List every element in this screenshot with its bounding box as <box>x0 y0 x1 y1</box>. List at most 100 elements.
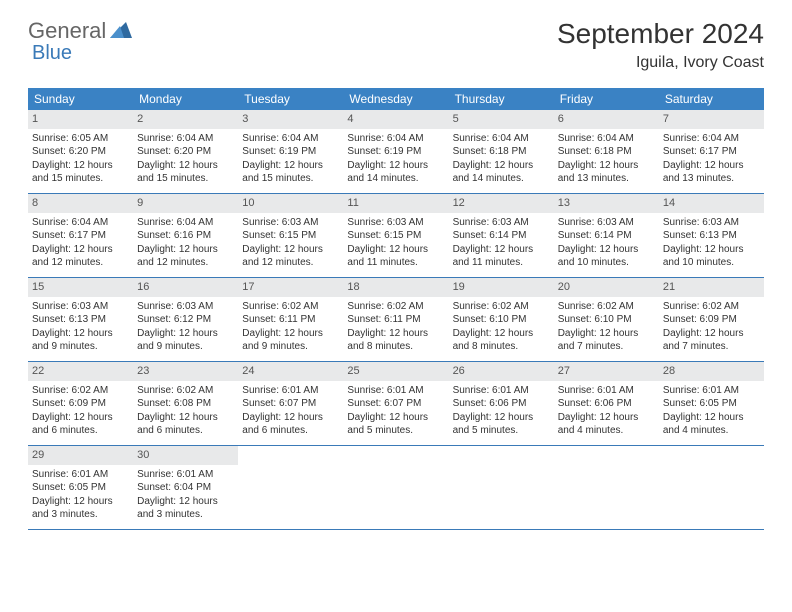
month-title: September 2024 <box>557 18 764 50</box>
weeks-container: 1Sunrise: 6:05 AMSunset: 6:20 PMDaylight… <box>28 110 764 530</box>
sunset-text: Sunset: 6:06 PM <box>558 397 655 411</box>
daylight-text: Daylight: 12 hours and 9 minutes. <box>137 327 234 354</box>
weekday-header: Friday <box>554 88 659 110</box>
week-row: 1Sunrise: 6:05 AMSunset: 6:20 PMDaylight… <box>28 110 764 194</box>
day-cell: 8Sunrise: 6:04 AMSunset: 6:17 PMDaylight… <box>28 194 133 277</box>
sunrise-text: Sunrise: 6:04 AM <box>663 132 760 146</box>
day-cell: 3Sunrise: 6:04 AMSunset: 6:19 PMDaylight… <box>238 110 343 193</box>
day-cell: 20Sunrise: 6:02 AMSunset: 6:10 PMDayligh… <box>554 278 659 361</box>
day-number: 4 <box>343 110 448 129</box>
day-cell: . <box>554 446 659 529</box>
daylight-text: Daylight: 12 hours and 4 minutes. <box>663 411 760 438</box>
sunset-text: Sunset: 6:14 PM <box>558 229 655 243</box>
sunrise-text: Sunrise: 6:02 AM <box>453 300 550 314</box>
sunrise-text: Sunrise: 6:01 AM <box>347 384 444 398</box>
day-cell: 10Sunrise: 6:03 AMSunset: 6:15 PMDayligh… <box>238 194 343 277</box>
sunset-text: Sunset: 6:16 PM <box>137 229 234 243</box>
daylight-text: Daylight: 12 hours and 8 minutes. <box>347 327 444 354</box>
day-cell: 6Sunrise: 6:04 AMSunset: 6:18 PMDaylight… <box>554 110 659 193</box>
day-number: 15 <box>28 278 133 297</box>
sunset-text: Sunset: 6:15 PM <box>347 229 444 243</box>
daylight-text: Daylight: 12 hours and 5 minutes. <box>453 411 550 438</box>
weekday-header: Monday <box>133 88 238 110</box>
day-number: 12 <box>449 194 554 213</box>
day-number: 14 <box>659 194 764 213</box>
sunset-text: Sunset: 6:07 PM <box>347 397 444 411</box>
sunrise-text: Sunrise: 6:04 AM <box>453 132 550 146</box>
sunrise-text: Sunrise: 6:05 AM <box>32 132 129 146</box>
sunrise-text: Sunrise: 6:01 AM <box>137 468 234 482</box>
day-cell: 28Sunrise: 6:01 AMSunset: 6:05 PMDayligh… <box>659 362 764 445</box>
day-cell: 17Sunrise: 6:02 AMSunset: 6:11 PMDayligh… <box>238 278 343 361</box>
daylight-text: Daylight: 12 hours and 12 minutes. <box>242 243 339 270</box>
sunrise-text: Sunrise: 6:01 AM <box>558 384 655 398</box>
sunset-text: Sunset: 6:04 PM <box>137 481 234 495</box>
weekday-header: Tuesday <box>238 88 343 110</box>
day-number: 21 <box>659 278 764 297</box>
daylight-text: Daylight: 12 hours and 7 minutes. <box>663 327 760 354</box>
weekday-header: Saturday <box>659 88 764 110</box>
week-row: 29Sunrise: 6:01 AMSunset: 6:05 PMDayligh… <box>28 446 764 530</box>
weekday-header: Sunday <box>28 88 133 110</box>
day-number: 30 <box>133 446 238 465</box>
sunset-text: Sunset: 6:10 PM <box>558 313 655 327</box>
week-row: 15Sunrise: 6:03 AMSunset: 6:13 PMDayligh… <box>28 278 764 362</box>
calendar: SundayMondayTuesdayWednesdayThursdayFrid… <box>28 88 764 530</box>
sunrise-text: Sunrise: 6:03 AM <box>558 216 655 230</box>
day-cell: . <box>449 446 554 529</box>
sunset-text: Sunset: 6:05 PM <box>32 481 129 495</box>
day-cell: 22Sunrise: 6:02 AMSunset: 6:09 PMDayligh… <box>28 362 133 445</box>
day-number: 16 <box>133 278 238 297</box>
day-cell: 29 Sunrise: 6:01 AMSunset: 6:05 PMDayligh… <box>28 446 133 529</box>
daylight-text: Daylight: 12 hours and 14 minutes. <box>347 159 444 186</box>
sunrise-text: Sunrise: 6:01 AM <box>453 384 550 398</box>
day-number: 26 <box>449 362 554 381</box>
daylight-text: Daylight: 12 hours and 6 minutes. <box>137 411 234 438</box>
daylight-text: Daylight: 12 hours and 6 minutes. <box>242 411 339 438</box>
day-cell: . <box>238 446 343 529</box>
sunset-text: Sunset: 6:06 PM <box>453 397 550 411</box>
daylight-text: Daylight: 12 hours and 3 minutes. <box>32 495 129 522</box>
daylight-text: Daylight: 12 hours and 14 minutes. <box>453 159 550 186</box>
sunrise-text: Sunrise: 6:02 AM <box>347 300 444 314</box>
daylight-text: Daylight: 12 hours and 5 minutes. <box>347 411 444 438</box>
day-cell: 30Sunrise: 6:01 AMSunset: 6:04 PMDayligh… <box>133 446 238 529</box>
sunset-text: Sunset: 6:20 PM <box>137 145 234 159</box>
day-number: 11 <box>343 194 448 213</box>
sunset-text: Sunset: 6:20 PM <box>32 145 129 159</box>
daylight-text: Daylight: 12 hours and 9 minutes. <box>242 327 339 354</box>
sunrise-text: Sunrise: 6:04 AM <box>32 216 129 230</box>
day-number: 27 <box>554 362 659 381</box>
daylight-text: Daylight: 12 hours and 12 minutes. <box>137 243 234 270</box>
sunset-text: Sunset: 6:10 PM <box>453 313 550 327</box>
sunrise-text: Sunrise: 6:01 AM <box>242 384 339 398</box>
day-number: 24 <box>238 362 343 381</box>
day-cell: 13Sunrise: 6:03 AMSunset: 6:14 PMDayligh… <box>554 194 659 277</box>
sunset-text: Sunset: 6:17 PM <box>32 229 129 243</box>
sunset-text: Sunset: 6:08 PM <box>137 397 234 411</box>
day-number: 2 <box>133 110 238 129</box>
day-cell: 16Sunrise: 6:03 AMSunset: 6:12 PMDayligh… <box>133 278 238 361</box>
sunset-text: Sunset: 6:19 PM <box>242 145 339 159</box>
location: Iguila, Ivory Coast <box>557 54 764 72</box>
daylight-text: Daylight: 12 hours and 9 minutes. <box>32 327 129 354</box>
day-cell: 9Sunrise: 6:04 AMSunset: 6:16 PMDaylight… <box>133 194 238 277</box>
day-cell: . <box>343 446 448 529</box>
sunrise-text: Sunrise: 6:01 AM <box>32 468 129 482</box>
sunrise-text: Sunrise: 6:04 AM <box>347 132 444 146</box>
day-cell: 24Sunrise: 6:01 AMSunset: 6:07 PMDayligh… <box>238 362 343 445</box>
day-cell: 15Sunrise: 6:03 AMSunset: 6:13 PMDayligh… <box>28 278 133 361</box>
day-number: 8 <box>28 194 133 213</box>
daylight-text: Daylight: 12 hours and 10 minutes. <box>663 243 760 270</box>
day-cell: 25Sunrise: 6:01 AMSunset: 6:07 PMDayligh… <box>343 362 448 445</box>
day-cell: . <box>659 446 764 529</box>
sunrise-text: Sunrise: 6:01 AM <box>663 384 760 398</box>
sunset-text: Sunset: 6:09 PM <box>663 313 760 327</box>
sunrise-text: Sunrise: 6:03 AM <box>663 216 760 230</box>
daylight-text: Daylight: 12 hours and 11 minutes. <box>453 243 550 270</box>
day-number: 23 <box>133 362 238 381</box>
sunrise-text: Sunrise: 6:04 AM <box>242 132 339 146</box>
sunrise-text: Sunrise: 6:02 AM <box>663 300 760 314</box>
day-number: 29 <box>28 446 133 465</box>
sunset-text: Sunset: 6:11 PM <box>347 313 444 327</box>
